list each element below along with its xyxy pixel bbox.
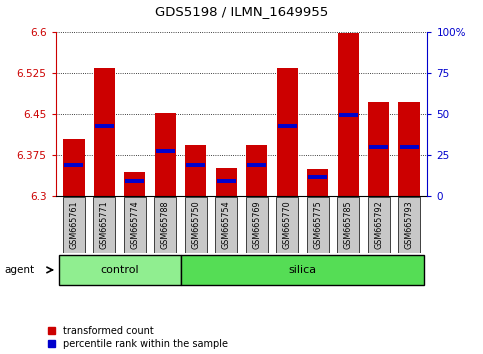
Bar	[247, 163, 266, 167]
FancyBboxPatch shape	[307, 197, 329, 252]
Bar	[308, 175, 327, 179]
Bar	[277, 68, 298, 196]
Legend: transformed count, percentile rank within the sample: transformed count, percentile rank withi…	[48, 326, 228, 349]
FancyBboxPatch shape	[368, 197, 390, 252]
FancyBboxPatch shape	[124, 197, 146, 252]
Text: GSM665761: GSM665761	[70, 200, 78, 249]
Text: GSM665771: GSM665771	[100, 200, 109, 249]
Bar	[217, 179, 236, 183]
Text: GSM665775: GSM665775	[313, 200, 322, 249]
Bar	[95, 124, 114, 128]
Bar	[94, 68, 115, 196]
Bar	[155, 113, 176, 196]
Bar	[215, 168, 237, 196]
Bar	[369, 145, 388, 149]
Bar	[63, 139, 85, 196]
Bar	[398, 102, 420, 196]
Text: silica: silica	[288, 265, 316, 275]
Text: GSM665788: GSM665788	[161, 200, 170, 249]
Bar	[124, 172, 145, 196]
Text: agent: agent	[5, 265, 35, 275]
FancyBboxPatch shape	[215, 197, 237, 252]
Text: GSM665793: GSM665793	[405, 200, 413, 249]
FancyBboxPatch shape	[337, 197, 359, 252]
Text: GSM665770: GSM665770	[283, 200, 292, 249]
Text: GSM665750: GSM665750	[191, 200, 200, 249]
Bar	[338, 33, 359, 196]
FancyBboxPatch shape	[63, 197, 85, 252]
Text: GSM665792: GSM665792	[374, 200, 383, 249]
Text: GDS5198 / ILMN_1649955: GDS5198 / ILMN_1649955	[155, 5, 328, 18]
FancyBboxPatch shape	[58, 255, 181, 285]
Text: GSM665754: GSM665754	[222, 200, 231, 249]
Text: control: control	[100, 265, 139, 275]
Bar	[368, 102, 389, 196]
Text: GSM665769: GSM665769	[252, 200, 261, 249]
FancyBboxPatch shape	[398, 197, 420, 252]
FancyBboxPatch shape	[181, 255, 425, 285]
Bar	[246, 145, 268, 196]
Text: GSM665774: GSM665774	[130, 200, 139, 249]
FancyBboxPatch shape	[154, 197, 176, 252]
Bar	[278, 124, 297, 128]
Bar	[125, 179, 144, 183]
Text: GSM665785: GSM665785	[344, 200, 353, 249]
Bar	[339, 113, 358, 117]
FancyBboxPatch shape	[246, 197, 268, 252]
FancyBboxPatch shape	[185, 197, 207, 252]
Bar	[399, 145, 419, 149]
Bar	[156, 149, 175, 153]
FancyBboxPatch shape	[93, 197, 115, 252]
Bar	[64, 163, 84, 167]
Bar	[307, 169, 328, 196]
Bar	[185, 145, 206, 196]
Bar	[186, 163, 205, 167]
FancyBboxPatch shape	[276, 197, 298, 252]
